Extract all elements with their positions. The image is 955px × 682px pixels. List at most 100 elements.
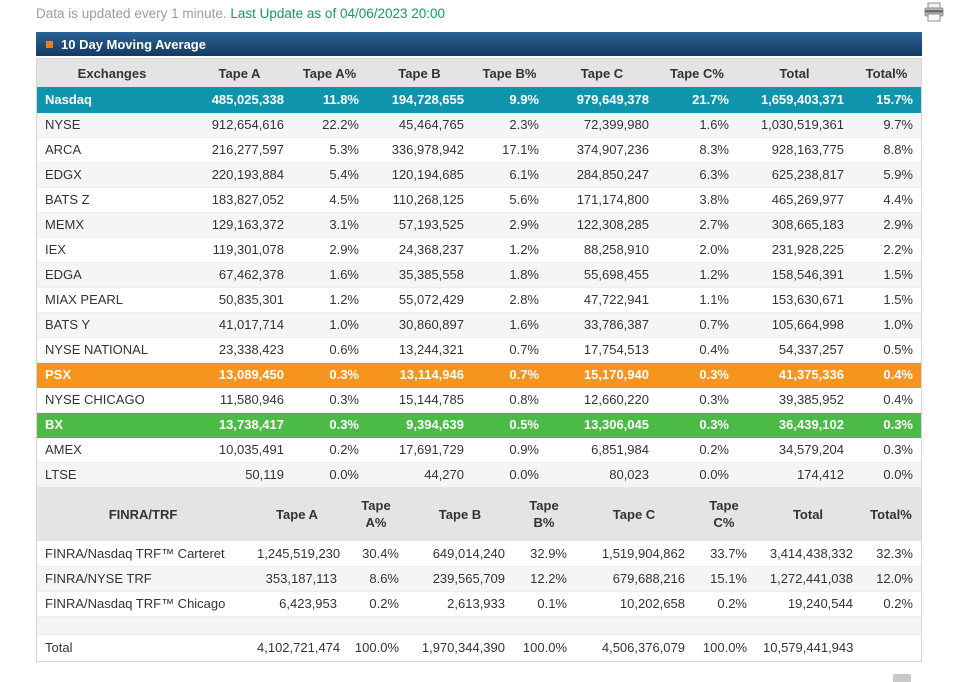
column-header: Tape B%: [472, 59, 547, 87]
table-row: IEX 119,301,078 2.9% 24,368,237 1.2% 88,258,9…: [37, 237, 921, 263]
value-cell: 0.3%: [852, 412, 921, 438]
value-cell: 15,144,785: [367, 387, 472, 413]
value-cell: 30,860,897: [367, 312, 472, 338]
value-cell: 2.7%: [657, 212, 737, 238]
value-cell: 308,665,183: [737, 212, 852, 238]
value-cell: 35,385,558: [367, 262, 472, 288]
value-cell: 0.4%: [852, 362, 921, 388]
value-cell: 158,546,391: [737, 262, 852, 288]
value-cell: 34,579,204: [737, 437, 852, 463]
value-cell: 2.8%: [472, 287, 547, 313]
table-row: AMEX 10,035,491 0.2% 17,691,729 0.9% 6,851,98…: [37, 437, 921, 463]
value-cell: 1,030,519,361: [737, 112, 852, 138]
value-cell: 912,654,616: [187, 112, 292, 138]
value-cell: 1.8%: [472, 262, 547, 288]
exchanges-table-header: Exchanges Tape A Tape A% Tape B Tape B% Tape …: [37, 59, 921, 87]
value-cell: 1.0%: [292, 312, 367, 338]
value-cell: 0.2%: [861, 591, 921, 617]
value-cell: 465,269,977: [737, 187, 852, 213]
exchange-name-cell: EDGX: [37, 162, 187, 188]
table-row: MIAX PEARL 50,835,301 1.2% 55,072,429 2.8% 47…: [37, 287, 921, 313]
value-cell: 13,738,417: [187, 412, 292, 438]
value-cell: 33,786,387: [547, 312, 657, 338]
value-cell: 8.3%: [657, 137, 737, 163]
value-cell: 0.3%: [657, 412, 737, 438]
value-cell: 0.9%: [472, 437, 547, 463]
value-cell: 12,660,220: [547, 387, 657, 413]
value-cell: 0.3%: [852, 437, 921, 463]
value-cell: 649,014,240: [407, 541, 513, 567]
panel-title-bar: 10 Day Moving Average: [36, 32, 922, 56]
value-cell: 41,017,714: [187, 312, 292, 338]
value-cell: 47,722,941: [547, 287, 657, 313]
table-row: FINRA/NYSE TRF 353,187,113 8.6% 239,565,709…: [37, 566, 921, 592]
exchange-name-cell: MIAX PEARL: [37, 287, 187, 313]
value-cell: 353,187,113: [249, 566, 345, 592]
header-row: Exchanges Tape A Tape A% Tape B Tape B% Tape …: [37, 59, 921, 87]
column-header: Total: [737, 59, 852, 87]
value-cell: 12.2%: [513, 566, 575, 592]
value-cell: 0.2%: [345, 591, 407, 617]
value-cell: 336,978,942: [367, 137, 472, 163]
exchange-name-cell: ARCA: [37, 137, 187, 163]
spacer-cell: [37, 616, 921, 635]
status-bar: Data is updated every 1 minute. Last Upd…: [36, 6, 445, 21]
exchange-name-cell: FINRA/Nasdaq TRF™ Carteret: [37, 541, 249, 567]
value-cell: 3.1%: [292, 212, 367, 238]
value-cell: 3.8%: [657, 187, 737, 213]
value-cell: 0.0%: [472, 462, 547, 487]
column-header: Tape A%: [345, 487, 407, 541]
value-cell: 5.3%: [292, 137, 367, 163]
value-cell: 5.9%: [852, 162, 921, 188]
value-cell: 11,580,946: [187, 387, 292, 413]
value-cell: 15,170,940: [547, 362, 657, 388]
value-cell: 10,202,658: [575, 591, 693, 617]
table-row: FINRA/Nasdaq TRF™ Chicago 6,423,953 0.2% 2,…: [37, 591, 921, 617]
value-cell: 0.5%: [852, 337, 921, 363]
table-row: NYSE CHICAGO 11,580,946 0.3% 15,144,785 0.8%…: [37, 387, 921, 413]
table-row: NYSE 912,654,616 22.2% 45,464,765 2.3% 72,399…: [37, 112, 921, 138]
exchange-name-cell: LTSE: [37, 462, 187, 487]
grand-total-row: Total 4,102,721,474 100.0% 1,970,344,390 100…: [37, 634, 921, 661]
value-cell: 23,338,423: [187, 337, 292, 363]
table-row: BATS Z 183,827,052 4.5% 110,268,125 5.6% 171,…: [37, 187, 921, 213]
table-row: ARCA 216,277,597 5.3% 336,978,942 17.1% 374,9…: [37, 137, 921, 163]
value-cell: 9,394,639: [367, 412, 472, 438]
value-cell: 120,194,685: [367, 162, 472, 188]
exchange-name-cell: BATS Z: [37, 187, 187, 213]
value-cell: 216,277,597: [187, 137, 292, 163]
value-cell: 1,519,904,862: [575, 541, 693, 567]
column-header: Total%: [861, 487, 921, 541]
total-value-cell: 100.0%: [702, 640, 747, 656]
value-cell: 679,688,216: [575, 566, 693, 592]
column-header: Tape A: [187, 59, 292, 87]
partially-visible-element[interactable]: [893, 674, 911, 682]
value-cell: 129,163,372: [187, 212, 292, 238]
value-cell: 2.0%: [657, 237, 737, 263]
value-cell: 33.7%: [693, 541, 755, 567]
table-row: PSX 13,089,450 0.3% 13,114,946 0.7% 15,170,94…: [37, 362, 921, 388]
value-cell: 2.9%: [852, 212, 921, 238]
value-cell: 0.2%: [693, 591, 755, 617]
value-cell: 0.0%: [852, 462, 921, 487]
value-cell: 1,272,441,038: [755, 566, 861, 592]
exchange-name-cell: MEMX: [37, 212, 187, 238]
print-button[interactable]: [923, 2, 945, 22]
value-cell: 2.2%: [852, 237, 921, 263]
value-cell: 6,423,953: [249, 591, 345, 617]
value-cell: 122,308,285: [547, 212, 657, 238]
value-cell: 231,928,225: [737, 237, 852, 263]
finra-table-body: FINRA/Nasdaq TRF™ Carteret 1,245,519,230 3…: [37, 541, 921, 661]
value-cell: 0.3%: [657, 387, 737, 413]
column-header: Tape C%: [693, 487, 755, 541]
value-cell: 374,907,236: [547, 137, 657, 163]
value-cell: 1.2%: [657, 262, 737, 288]
table-row: FINRA/Nasdaq TRF™ Carteret 1,245,519,230 3…: [37, 541, 921, 567]
column-header: Tape A: [249, 487, 345, 541]
value-cell: 1.2%: [292, 287, 367, 313]
table-row: BATS Y 41,017,714 1.0% 30,860,897 1.6% 33,786…: [37, 312, 921, 338]
value-cell: 13,114,946: [367, 362, 472, 388]
value-cell: 17,691,729: [367, 437, 472, 463]
value-cell: 0.8%: [472, 387, 547, 413]
value-cell: 239,565,709: [407, 566, 513, 592]
